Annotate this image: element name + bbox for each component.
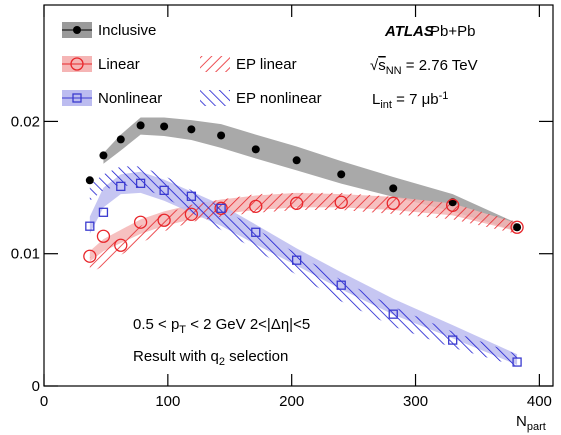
error-band xyxy=(103,117,518,232)
data-point xyxy=(114,238,128,252)
data-point xyxy=(157,213,171,227)
y-tick-label: 0 xyxy=(32,378,40,395)
text-part: = 2.76 TeV xyxy=(402,57,478,74)
x-tick-label: 200 xyxy=(279,393,304,410)
data-point xyxy=(388,309,398,319)
legend-label: EP linear xyxy=(236,56,297,73)
data-point xyxy=(512,357,522,367)
data-point xyxy=(386,196,400,210)
legend-label: Inclusive xyxy=(98,22,156,39)
data-point xyxy=(389,184,398,193)
text-part: √ xyxy=(370,57,379,74)
text-part: ATLAS xyxy=(384,23,434,40)
plot-area xyxy=(83,117,524,367)
hatch-band xyxy=(89,166,518,367)
x-axis-label: Npart xyxy=(516,413,546,433)
data-point xyxy=(187,125,196,134)
text-part: 2 xyxy=(219,356,225,368)
data-point xyxy=(160,122,169,131)
frame xyxy=(43,4,554,387)
text-part: Result with q xyxy=(133,348,219,365)
text-part: 0.5 < p xyxy=(133,316,179,333)
data-point xyxy=(99,151,108,160)
data-point xyxy=(446,198,460,212)
annotation: ATLAS xyxy=(384,23,434,40)
data-point xyxy=(96,229,111,243)
data-point xyxy=(116,135,125,144)
data-point xyxy=(336,280,346,290)
legend-label: EP nonlinear xyxy=(236,90,322,107)
text-part: int xyxy=(380,99,392,111)
text-part: = 7 μb xyxy=(392,91,439,108)
data-point xyxy=(292,156,301,165)
data-point xyxy=(513,223,522,232)
data-point xyxy=(291,255,302,265)
legend-item: EP linear xyxy=(200,56,297,73)
data-point xyxy=(72,93,82,103)
legend-item: EP nonlinear xyxy=(200,90,322,107)
annotation: √sNN = 2.76 TeV xyxy=(370,57,478,77)
data-point xyxy=(159,185,169,195)
annotation: Pb+Pb xyxy=(430,23,475,40)
text-part: L xyxy=(372,91,380,108)
data-point xyxy=(83,249,97,263)
text-part: selection xyxy=(225,348,288,365)
data-point xyxy=(133,215,148,229)
data-point xyxy=(337,170,346,179)
data-point xyxy=(216,203,226,213)
data-point xyxy=(135,178,146,188)
y-tick-label: 0.01 xyxy=(11,246,40,263)
data-point xyxy=(98,207,109,217)
y-tick-label: 0.02 xyxy=(11,113,40,130)
legend-item: Nonlinear xyxy=(62,90,162,107)
data-point xyxy=(217,131,226,140)
text-part: N xyxy=(516,413,527,430)
data-point xyxy=(186,191,197,201)
legend-label: Linear xyxy=(98,56,140,73)
data-point xyxy=(73,26,81,34)
x-tick-label: 300 xyxy=(403,393,428,410)
data-point xyxy=(214,201,228,215)
data-point xyxy=(251,227,261,237)
data-point xyxy=(85,176,94,185)
annotation: Lint = 7 μb-1 xyxy=(372,90,448,111)
data-point xyxy=(184,207,199,221)
data-point xyxy=(510,220,524,234)
text-part: NN xyxy=(386,65,402,77)
legend-label: Nonlinear xyxy=(98,90,162,107)
legend-swatch xyxy=(200,90,230,106)
text-part: < 2 GeV 2<|Δη|<5 xyxy=(186,316,310,333)
x-tick-label: 0 xyxy=(40,393,48,410)
legend-item: Linear xyxy=(62,56,140,73)
data-point xyxy=(85,221,95,231)
data-point xyxy=(251,145,260,154)
data-point xyxy=(249,199,263,213)
annotation: Result with q2 selection xyxy=(133,348,288,368)
data-point xyxy=(116,181,126,192)
data-point xyxy=(448,335,458,345)
text-part: Pb+Pb xyxy=(430,23,475,40)
data-point xyxy=(70,57,84,71)
x-tick-label: 400 xyxy=(527,393,552,410)
text-part: part xyxy=(527,421,546,433)
text-part: T xyxy=(179,324,186,336)
annotation: 0.5 < pT < 2 GeV 2<|Δη|<5 xyxy=(133,316,310,336)
legend-item: Inclusive xyxy=(62,22,156,39)
legend-swatch xyxy=(200,56,230,72)
data-point xyxy=(289,196,304,210)
text-part: -1 xyxy=(439,90,449,102)
x-tick-label: 100 xyxy=(155,393,180,410)
text-part: s xyxy=(378,57,386,74)
data-point xyxy=(334,195,348,209)
data-point xyxy=(136,121,145,130)
